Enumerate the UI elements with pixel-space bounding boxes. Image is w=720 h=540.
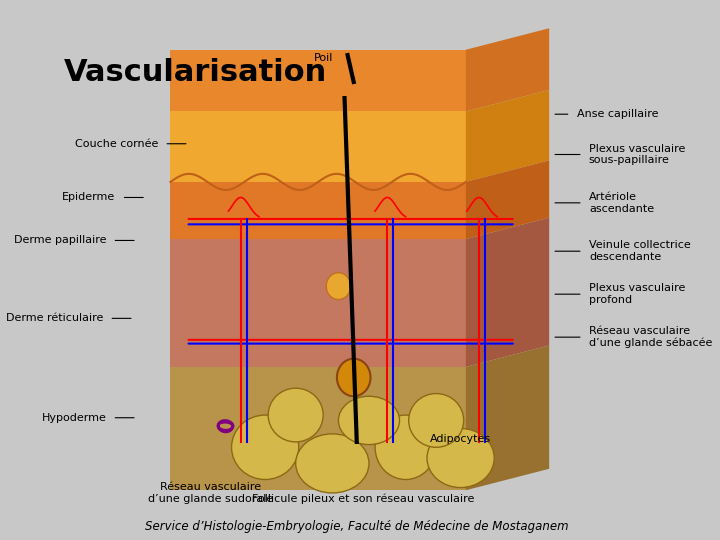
- Text: Vascularisation: Vascularisation: [63, 58, 327, 87]
- Polygon shape: [171, 50, 466, 111]
- Polygon shape: [171, 239, 466, 367]
- Text: Follicule pileux et son réseau vasculaire: Follicule pileux et son réseau vasculair…: [252, 493, 474, 504]
- Polygon shape: [51, 2, 662, 538]
- Ellipse shape: [427, 428, 494, 488]
- Text: Anse capillaire: Anse capillaire: [577, 109, 658, 119]
- Text: Derme réticulaire: Derme réticulaire: [6, 313, 103, 323]
- Text: Couche cornée: Couche cornée: [75, 139, 158, 148]
- Ellipse shape: [409, 394, 464, 447]
- Ellipse shape: [337, 359, 371, 396]
- Polygon shape: [466, 160, 549, 239]
- Text: Réseau vasculaire
d’une glande sébacée: Réseau vasculaire d’une glande sébacée: [589, 326, 712, 348]
- Text: Plexus vasculaire
profond: Plexus vasculaire profond: [589, 284, 685, 305]
- Ellipse shape: [326, 273, 351, 300]
- Text: Hypoderme: Hypoderme: [42, 413, 107, 423]
- Polygon shape: [171, 111, 466, 182]
- Text: Veinule collectrice
descendante: Veinule collectrice descendante: [589, 240, 690, 262]
- Text: Epiderme: Epiderme: [62, 192, 115, 202]
- Polygon shape: [466, 218, 549, 367]
- Text: Plexus vasculaire
sous-papillaire: Plexus vasculaire sous-papillaire: [589, 144, 685, 165]
- Text: Derme papillaire: Derme papillaire: [14, 235, 107, 246]
- Ellipse shape: [268, 388, 323, 442]
- Text: Service d’Histologie-Embryologie, Faculté de Médecine de Mostaganem: Service d’Histologie-Embryologie, Facult…: [145, 520, 569, 533]
- Ellipse shape: [296, 434, 369, 493]
- Ellipse shape: [232, 415, 299, 480]
- Polygon shape: [466, 28, 549, 111]
- Text: Adipocytes: Adipocytes: [430, 434, 491, 444]
- Text: Réseau vasculaire
d’une glande sudorale: Réseau vasculaire d’une glande sudorale: [148, 482, 273, 504]
- Polygon shape: [466, 90, 549, 182]
- Ellipse shape: [338, 396, 400, 444]
- Text: Poil: Poil: [314, 53, 333, 63]
- Polygon shape: [171, 367, 466, 490]
- Polygon shape: [466, 346, 549, 490]
- Text: Artériole
ascendante: Artériole ascendante: [589, 192, 654, 214]
- Polygon shape: [171, 182, 466, 239]
- Ellipse shape: [375, 415, 436, 480]
- Polygon shape: [171, 28, 549, 50]
